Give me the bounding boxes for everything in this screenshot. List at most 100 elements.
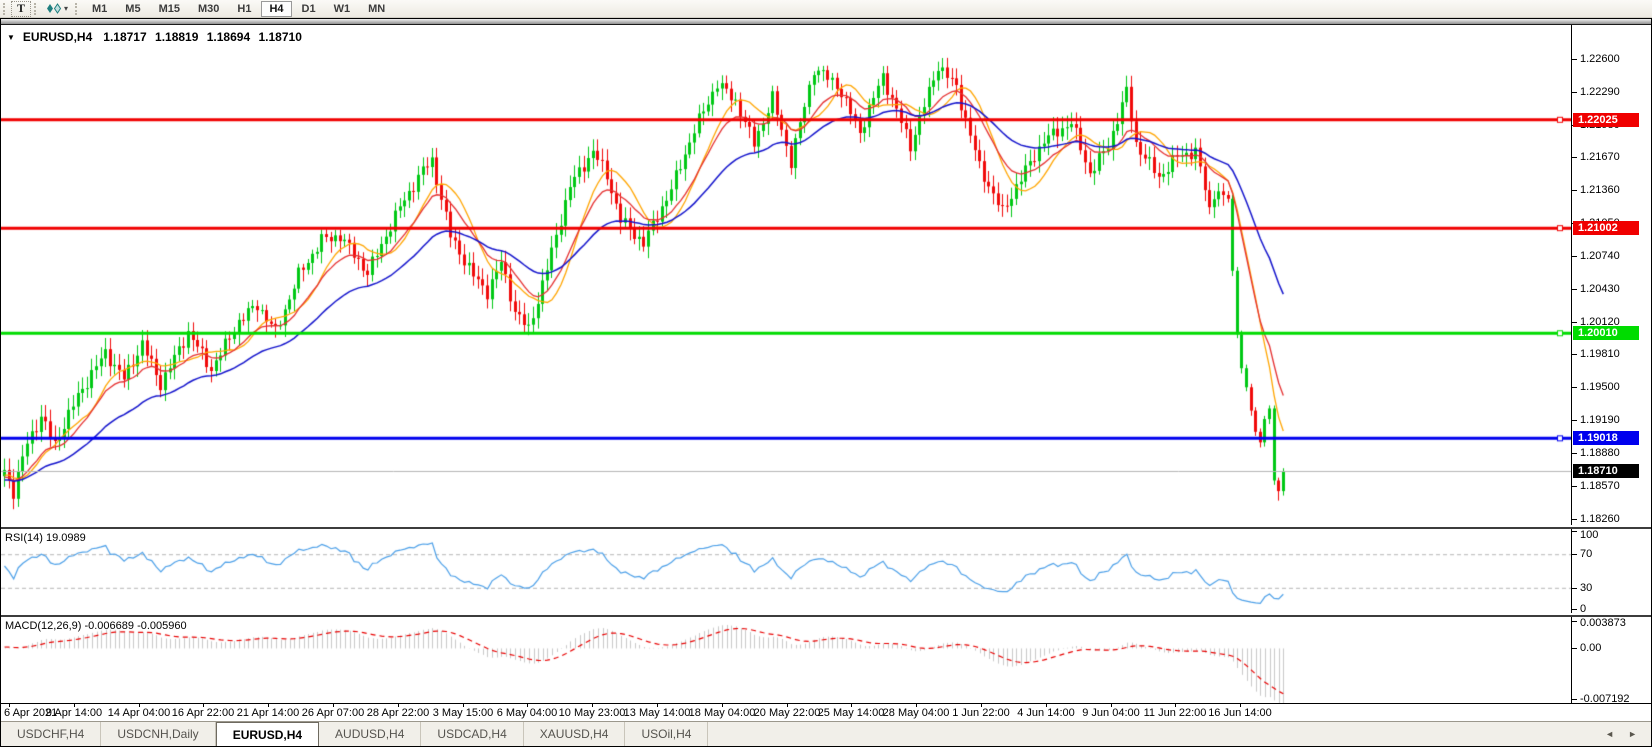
time-axis-label: 13 May 14:00 xyxy=(623,707,691,719)
axis-tick-mark xyxy=(1572,354,1577,355)
time-axis-label: 9 Apr 14:00 xyxy=(45,707,103,719)
timeframe-button-MN[interactable]: MN xyxy=(360,1,393,17)
chart-tab-USDCNH-Daily[interactable]: USDCNH,Daily xyxy=(101,722,216,746)
axis-tick-label: 30 xyxy=(1580,582,1593,594)
open-value: 1.18717 xyxy=(103,30,147,44)
timeframe-button-M30[interactable]: M30 xyxy=(190,1,227,17)
axis-tick-mark xyxy=(1572,699,1577,700)
chart-tab-XAUUSD-H4[interactable]: XAUUSD,H4 xyxy=(524,722,626,746)
axis-tick-label: 1.19500 xyxy=(1580,381,1620,393)
time-tick-mark xyxy=(1046,704,1047,707)
time-tick-mark xyxy=(333,704,334,707)
time-axis-label: 1 Jun 22:00 xyxy=(952,707,1010,719)
dropdown-caret-icon: ▾ xyxy=(64,4,69,13)
axis-tick-mark xyxy=(1572,289,1577,290)
timeframe-button-M1[interactable]: M1 xyxy=(84,1,115,17)
time-tick-mark xyxy=(139,704,140,707)
chart-window: ▼ EURUSD,H4 1.18717 1.18819 1.18694 1.18… xyxy=(0,18,1652,747)
time-axis-label: 6 Apr 2021 xyxy=(4,707,58,719)
axis-tick-label: 0 xyxy=(1580,603,1587,615)
tab-scroll-left-icon[interactable]: ◄ xyxy=(1605,729,1615,739)
axis-tick-mark xyxy=(1572,554,1577,555)
axis-tick-mark xyxy=(1572,387,1577,388)
axis-tick-mark xyxy=(1572,648,1577,649)
axis-tick-mark xyxy=(1572,190,1577,191)
main-toolbar: T ▾ M1 M5 M15 M30 H1 H4 D1 W1 MN xyxy=(0,0,1652,18)
price-axis[interactable]: 1.226001.222901.219801.216701.213601.210… xyxy=(1571,25,1651,525)
rsi-panel: RSI(14) 19.0989 100 70 30 0 xyxy=(1,527,1651,615)
axis-tick-label: 1.20740 xyxy=(1580,250,1620,262)
time-axis-label: 26 Apr 07:00 xyxy=(301,707,365,719)
axis-tick-label: 0.003873 xyxy=(1580,617,1626,629)
time-tick-mark xyxy=(74,704,75,707)
axis-tick-label: 100 xyxy=(1580,529,1599,541)
axis-tick-mark xyxy=(1572,92,1577,93)
chart-tabs-bar: USDCHF,H4 USDCNH,Daily EURUSD,H4 AUDUSD,H4 U… xyxy=(1,721,1651,746)
price-tag: 1.20010 xyxy=(1573,326,1639,340)
axis-tick-label: 1.21360 xyxy=(1580,184,1620,196)
axis-tick-mark xyxy=(1572,519,1577,520)
timeframe-button-D1[interactable]: D1 xyxy=(294,1,324,17)
price-chart-canvas[interactable] xyxy=(1,25,1571,525)
chart-tab-AUDUSD-H4[interactable]: AUDUSD,H4 xyxy=(319,722,422,746)
time-tick-mark xyxy=(851,704,852,707)
axis-tick-label: 1.18260 xyxy=(1580,513,1620,525)
time-tick-mark xyxy=(1175,704,1176,707)
time-tick-mark xyxy=(527,704,528,707)
time-tick-mark xyxy=(9,704,10,707)
timeframe-button-H1[interactable]: H1 xyxy=(229,1,259,17)
time-tick-mark xyxy=(592,704,593,707)
axis-tick-label: 1.19810 xyxy=(1580,348,1620,360)
timeframe-button-H4[interactable]: H4 xyxy=(261,0,292,17)
shapes-tool-button[interactable]: ▾ xyxy=(42,1,72,17)
timeframe-button-W1[interactable]: W1 xyxy=(326,1,359,17)
axis-tick-label: 1.22290 xyxy=(1580,86,1620,98)
time-axis[interactable]: 6 Apr 2021 9 Apr 14:00 14 Apr 04:00 16 Apr … xyxy=(1,703,1651,721)
ohlc-values: 1.18717 1.18819 1.18694 1.18710 xyxy=(98,30,302,44)
time-axis-label: 28 Apr 22:00 xyxy=(366,707,430,719)
diamonds-icon xyxy=(47,3,62,14)
axis-tick-mark xyxy=(1572,157,1577,158)
axis-tick-mark xyxy=(1572,609,1577,610)
rsi-canvas[interactable] xyxy=(1,529,1571,613)
axis-tick-label: 1.20430 xyxy=(1580,283,1620,295)
chart-tab-USDCHF-H4[interactable]: USDCHF,H4 xyxy=(1,722,102,746)
time-tick-mark xyxy=(463,704,464,707)
time-axis-label: 21 Apr 14:00 xyxy=(236,707,300,719)
price-tag: 1.18710 xyxy=(1573,464,1639,478)
time-tick-mark xyxy=(1240,704,1241,707)
main-chart-panel: ▼ EURUSD,H4 1.18717 1.18819 1.18694 1.18… xyxy=(1,25,1651,525)
timeframe-button-M5[interactable]: M5 xyxy=(117,1,148,17)
close-value: 1.18710 xyxy=(258,30,302,44)
time-tick-mark xyxy=(203,704,204,707)
toolbar-grip xyxy=(75,2,78,15)
rsi-axis: 100 70 30 0 xyxy=(1571,529,1651,615)
tab-scroll-arrows: ◄ ► xyxy=(1605,722,1651,746)
toolbar-grip xyxy=(34,2,37,15)
chart-tab-USDCAD-H4[interactable]: USDCAD,H4 xyxy=(421,722,524,746)
chart-tab-EURUSD-H4[interactable]: EURUSD,H4 xyxy=(215,722,320,746)
axis-tick-label: 1.18880 xyxy=(1580,447,1620,459)
price-tag: 1.19018 xyxy=(1573,431,1639,445)
time-tick-mark xyxy=(916,704,917,707)
time-axis-label: 4 Jun 14:00 xyxy=(1017,707,1075,719)
chart-tab-USOil-H4[interactable]: USOil,H4 xyxy=(625,722,709,746)
axis-tick-label: 0.00 xyxy=(1580,642,1602,654)
time-tick-mark xyxy=(787,704,788,707)
timeframe-button-M15[interactable]: M15 xyxy=(151,1,188,17)
axis-tick-label: 1.19190 xyxy=(1580,414,1620,426)
text-tool-button[interactable]: T xyxy=(11,0,31,17)
time-tick-mark xyxy=(657,704,658,707)
time-axis-label: 18 May 04:00 xyxy=(688,707,756,719)
macd-canvas[interactable] xyxy=(1,617,1571,703)
time-tick-mark xyxy=(268,704,269,707)
high-value: 1.18819 xyxy=(155,30,199,44)
time-tick-mark xyxy=(722,704,723,707)
tab-scroll-right-icon[interactable]: ► xyxy=(1628,729,1637,739)
axis-tick-mark xyxy=(1572,531,1577,532)
axis-tick-label: 70 xyxy=(1580,548,1593,560)
price-tag: 1.22025 xyxy=(1573,113,1639,127)
time-axis-label: 14 Apr 04:00 xyxy=(107,707,171,719)
collapse-icon[interactable]: ▼ xyxy=(7,32,15,42)
